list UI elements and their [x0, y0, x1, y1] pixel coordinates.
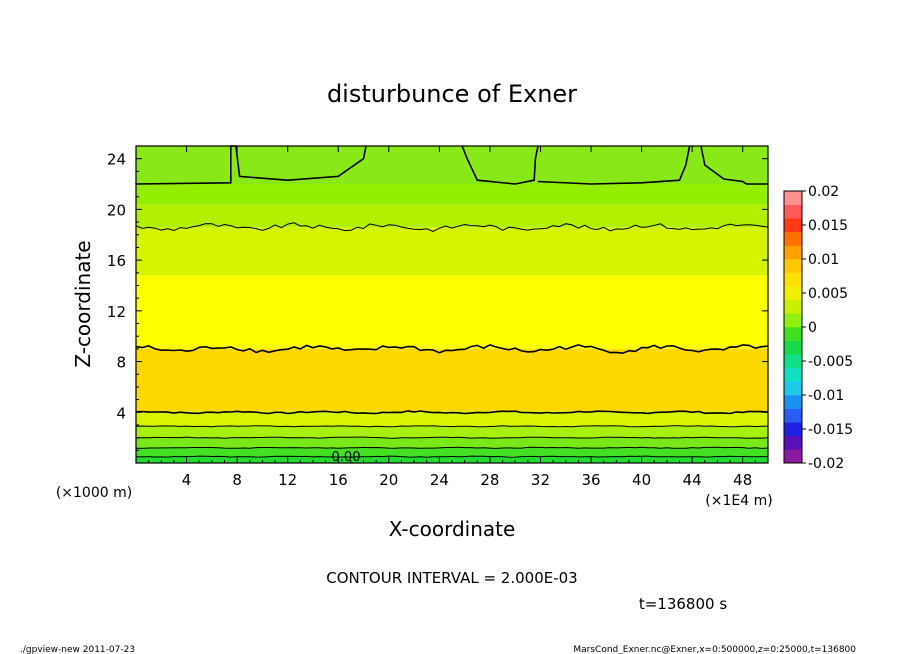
heatmap-band-7 — [136, 227, 768, 276]
y-tick-label-16: 16 — [107, 252, 126, 270]
contour-interval-label: CONTOUR INTERVAL = 2.000E-03 — [326, 569, 577, 587]
heatmap-bands — [136, 146, 768, 463]
x-axis-unit: (×1E4 m) — [705, 493, 772, 509]
x-tick-label-44: 44 — [683, 471, 702, 489]
colorbar-cell-17 — [784, 218, 802, 233]
heatmap-band-4 — [136, 411, 768, 427]
colorbar-label-8: -0.02 — [808, 456, 844, 472]
colorbar-cell-2 — [784, 422, 802, 437]
colorbar-cell-12 — [784, 286, 802, 301]
x-tick-label-48: 48 — [733, 471, 752, 489]
colorbar: 0.02 0.015 0.01 0.005 0 -0.005 -0.01 -0.015 -0.0… — [783, 184, 853, 472]
heatmap-band-8 — [136, 204, 768, 228]
y-tick-label-20: 20 — [107, 201, 126, 219]
contour-label: 0.00 — [332, 450, 361, 465]
y-tick-label-4: 4 — [116, 404, 126, 422]
contour-line-top-right-a — [537, 145, 691, 185]
colorbar-cells — [784, 191, 802, 464]
colorbar-label-1: 0.015 — [808, 218, 848, 234]
colorbar-cell-6 — [784, 367, 802, 382]
heatmap-band-2 — [136, 437, 768, 448]
x-tick-label-28: 28 — [480, 471, 499, 489]
heatmap-band-10 — [136, 146, 768, 185]
colorbar-cell-11 — [784, 299, 802, 314]
colorbar-label-2: 0.01 — [808, 252, 839, 268]
contour-line-5 — [135, 343, 769, 355]
x-tick-label-24: 24 — [430, 471, 449, 489]
colorbar-label-7: -0.015 — [808, 422, 853, 438]
colorbar-cell-7 — [784, 354, 802, 369]
footer-source: MarsCond_Exner.nc@Exner,x=0:500000,z=0:2… — [573, 645, 856, 654]
x-tick-label-8: 8 — [232, 471, 242, 489]
heatmap-band-3 — [136, 426, 768, 438]
time-label: t=136800 s — [639, 595, 727, 613]
contour-line-top-left — [135, 145, 367, 185]
colorbar-label-6: -0.01 — [808, 388, 844, 404]
colorbar-cell-18 — [784, 204, 802, 219]
contour-line-6 — [135, 222, 769, 232]
colorbar-labels: 0.02 0.015 0.01 0.005 0 -0.005 -0.01 -0.015 -0.0… — [802, 184, 853, 472]
x-tick-label-20: 20 — [379, 471, 398, 489]
colorbar-cell-1 — [784, 435, 802, 450]
colorbar-cell-13 — [784, 272, 802, 287]
colorbar-cell-8 — [784, 340, 802, 355]
heatmap-band-0 — [136, 456, 768, 463]
y-axis-ticks: 4 8 12 16 20 24 — [107, 151, 768, 451]
colorbar-cell-4 — [784, 395, 802, 409]
colorbar-label-4: 0 — [808, 320, 817, 336]
chart-title: disturbunce of Exner — [327, 80, 577, 108]
heatmap-band-5 — [136, 348, 768, 412]
heatmap-band-9 — [136, 184, 768, 205]
contour-line-4 — [135, 410, 769, 415]
x-axis-label: X-coordinate — [389, 517, 516, 541]
colorbar-cell-16 — [784, 231, 802, 246]
heatmap-band-6 — [136, 275, 768, 349]
colorbar-cell-5 — [784, 381, 802, 396]
colorbar-cell-15 — [784, 245, 802, 260]
colorbar-label-0: 0.02 — [808, 184, 839, 200]
colorbar-cell-10 — [784, 313, 802, 328]
x-tick-label-32: 32 — [531, 471, 550, 489]
y-axis-unit: (×1000 m) — [56, 485, 132, 501]
colorbar-cell-9 — [784, 327, 802, 341]
contour-lines — [135, 145, 769, 458]
contour-line-top-middle — [461, 145, 539, 185]
x-tick-label-4: 4 — [182, 471, 192, 489]
colorbar-cell-14 — [784, 259, 802, 273]
colorbar-cell-3 — [784, 408, 802, 423]
contour-line-0 — [135, 455, 769, 458]
y-tick-label-8: 8 — [116, 354, 126, 372]
x-tick-label-16: 16 — [329, 471, 348, 489]
x-tick-label-40: 40 — [632, 471, 651, 489]
colorbar-cell-0 — [784, 449, 802, 464]
colorbar-label-5: -0.005 — [808, 354, 853, 370]
contour-line-3 — [135, 425, 769, 428]
footer-program: ./gpview-new 2011-07-23 — [20, 645, 135, 654]
colorbar-label-3: 0.005 — [808, 286, 848, 302]
x-axis-ticks: 4 8 12 16 20 24 28 32 36 40 44 48 — [148, 146, 756, 489]
x-tick-label-36: 36 — [581, 471, 600, 489]
contour-line-1 — [135, 446, 769, 449]
y-axis-label: Z-coordinate — [71, 240, 95, 367]
x-tick-label-12: 12 — [278, 471, 297, 489]
y-tick-label-12: 12 — [107, 303, 126, 321]
y-tick-label-24: 24 — [107, 151, 126, 169]
heatmap-band-1 — [136, 447, 768, 457]
colorbar-cell-19 — [784, 191, 802, 205]
contour-line-top-right-b — [700, 145, 768, 185]
contour-line-2 — [135, 436, 769, 439]
